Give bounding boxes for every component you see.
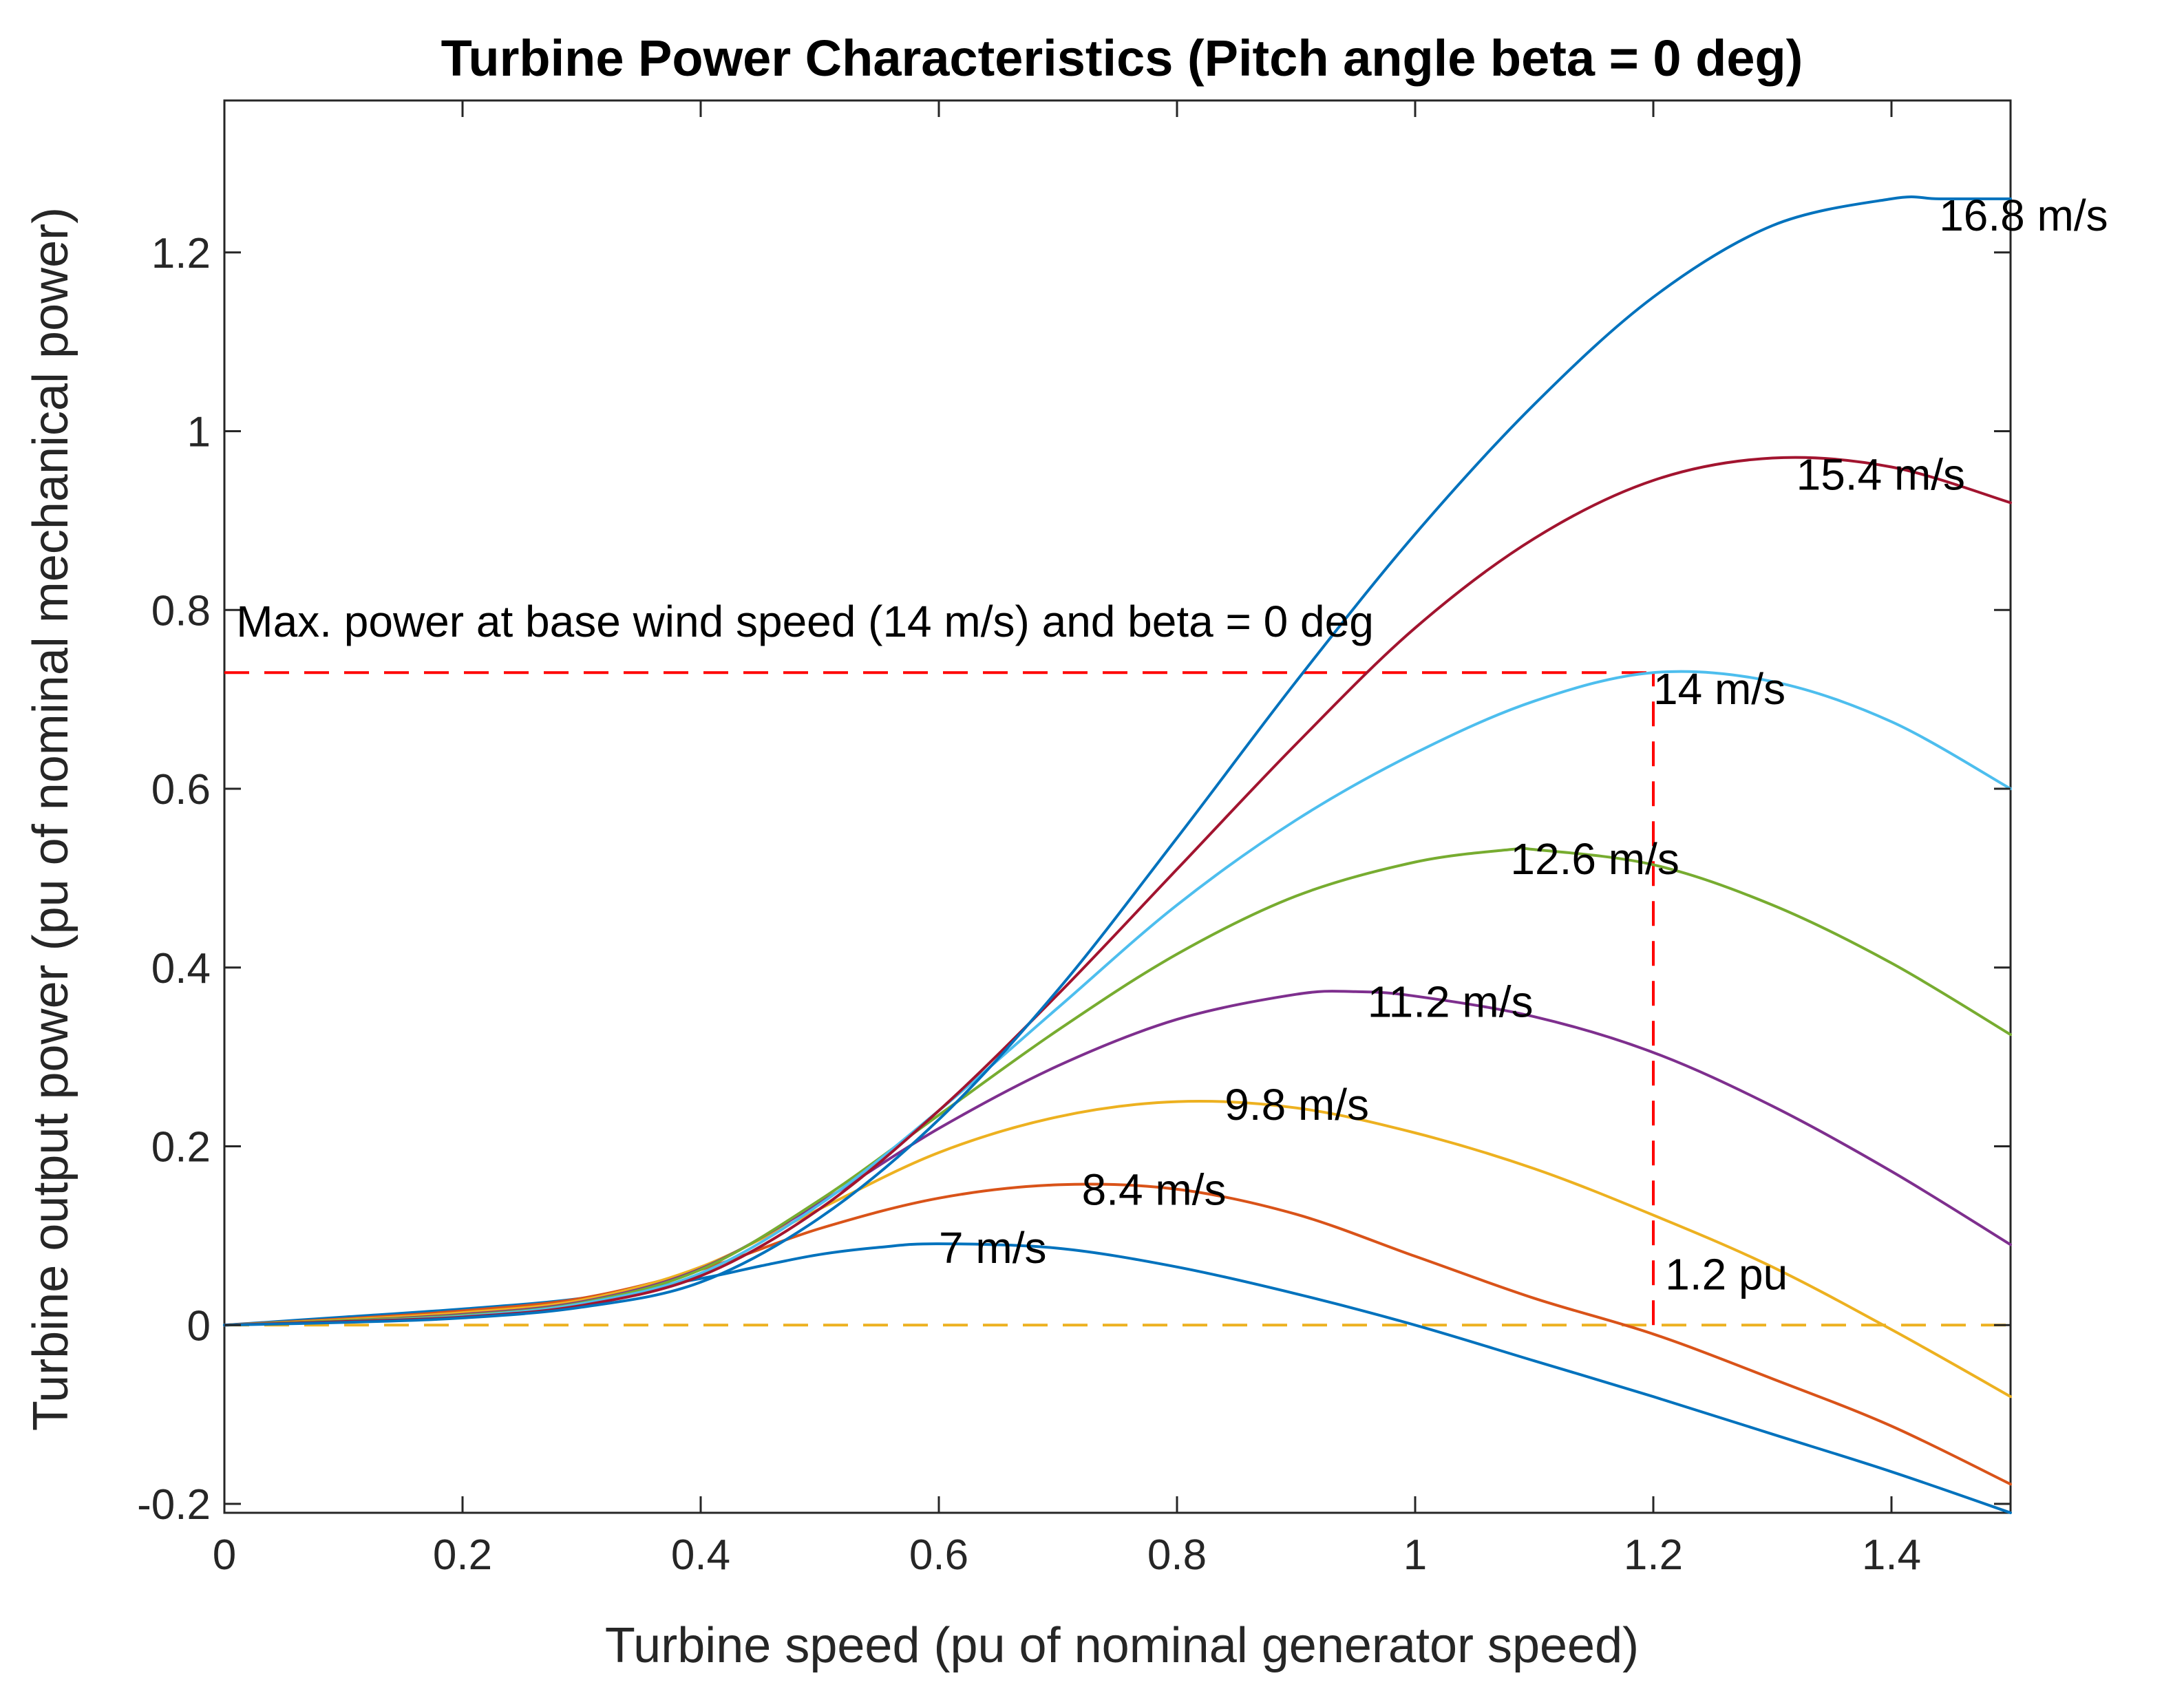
x-tick-label: 1.4: [1862, 1531, 1921, 1579]
reference-lines: [224, 671, 2011, 1327]
x-axis-label: Turbine speed (pu of nominal generator s…: [605, 1618, 1639, 1673]
y-tick-label: 0.6: [151, 766, 211, 814]
x-tick-label: 0.4: [671, 1531, 730, 1579]
chart-title: Turbine Power Characteristics (Pitch ang…: [441, 30, 1803, 87]
series-label: 12.6 m/s: [1510, 834, 1679, 884]
x-tick-label: 0.8: [1147, 1531, 1207, 1579]
y-tick-label: 0.4: [151, 945, 211, 992]
y-axis-label: Turbine output power (pu of nominal mech…: [23, 207, 78, 1431]
y-tick-label: 1: [187, 409, 211, 456]
y-tick-label: 0.2: [151, 1124, 211, 1171]
series-label: 7 m/s: [939, 1223, 1046, 1273]
series-label: 9.8 m/s: [1224, 1080, 1369, 1129]
series-labels: 7 m/s 8.4 m/s 9.8 m/s 11.2 m/s 12.6 m/s 14 m/…: [939, 191, 2108, 1273]
series-label: 15.4 m/s: [1796, 449, 1965, 499]
max-power-annotation: Max. power at base wind speed (14 m/s) a…: [236, 597, 1374, 646]
y-tick-label: 0: [187, 1302, 211, 1350]
x-tick-label: 1.2: [1624, 1531, 1683, 1579]
x-tick-label: 0.2: [433, 1531, 492, 1579]
series-label: 11.2 m/s: [1368, 977, 1534, 1027]
series-line: [223, 195, 2012, 1327]
series-label: 8.4 m/s: [1082, 1165, 1227, 1214]
x-tick-label: 0: [213, 1531, 236, 1579]
axis-ticks: 0 0.2 0.4 0.6 0.8 1 1.2 1.4-0.200.20.40.60.811.…: [137, 100, 2011, 1579]
series-label: 16.8 m/s: [1939, 191, 2108, 240]
series-line: [223, 670, 2012, 1327]
y-tick-label: -0.2: [137, 1481, 211, 1529]
speed-annotation: 1.2 pu: [1665, 1249, 1788, 1299]
x-tick-label: 0.6: [909, 1531, 968, 1579]
y-tick-label: 1.2: [151, 230, 211, 277]
series-line: [223, 1182, 2012, 1486]
series-label: 14 m/s: [1653, 664, 1785, 714]
y-tick-label: 0.8: [151, 587, 211, 635]
plot-area: [223, 99, 2012, 1514]
x-tick-label: 1: [1403, 1531, 1427, 1579]
series-lines: [223, 195, 2012, 1514]
axes-box: [223, 99, 2012, 1514]
series-line: [223, 1099, 2012, 1399]
